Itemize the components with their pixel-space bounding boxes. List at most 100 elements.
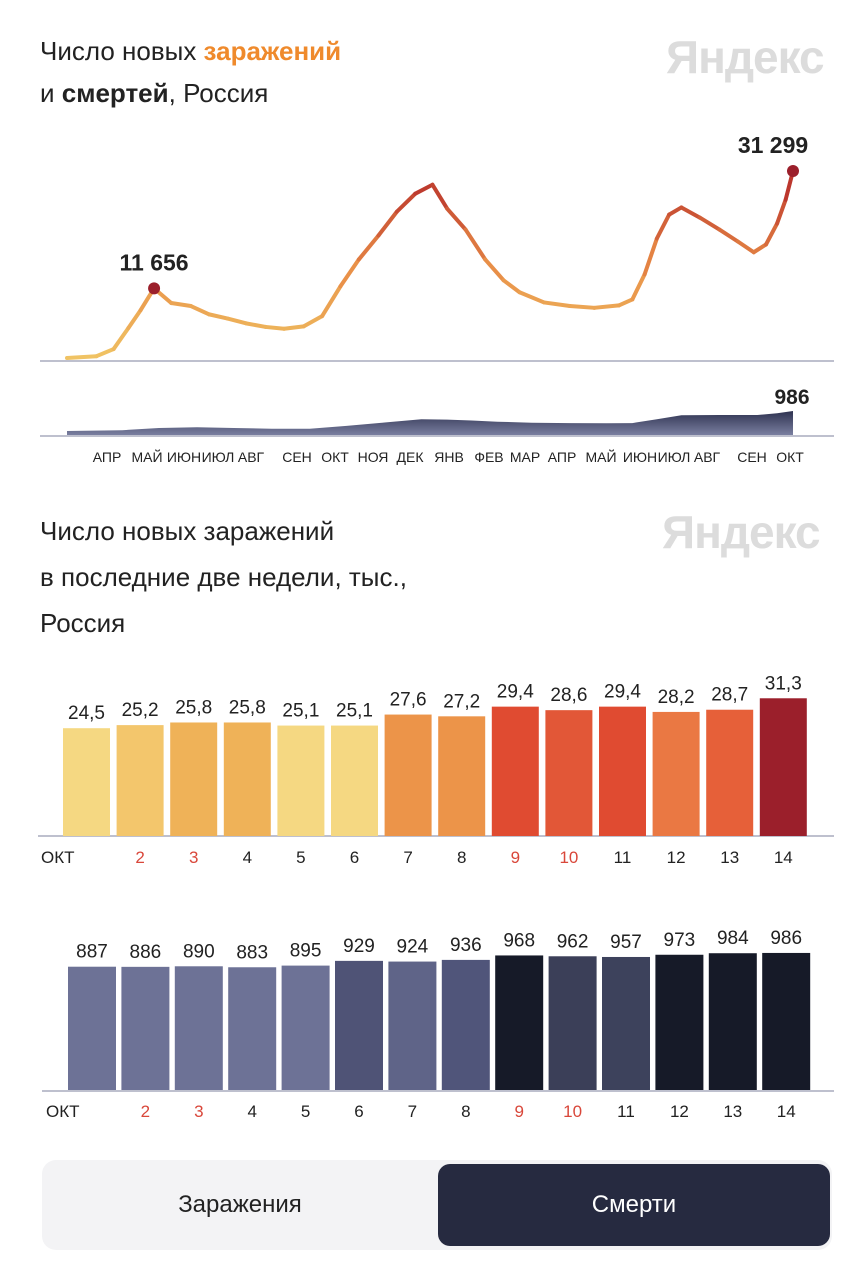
peak-marker — [787, 165, 799, 177]
bar — [170, 722, 218, 836]
bar-category-label: 9 — [514, 1102, 523, 1121]
bar-value-label: 25,1 — [282, 701, 319, 722]
bar-value-label: 27,2 — [443, 691, 480, 712]
bar-value-label: 25,8 — [175, 697, 212, 718]
infections-line-segment — [244, 321, 268, 329]
bars-chart-title: Число новых заражений в последние две не… — [40, 508, 407, 646]
infections-line-segment — [338, 257, 361, 289]
title-line: в последние две недели, тыс., — [40, 562, 407, 592]
bar-value-label: 886 — [130, 942, 162, 963]
bar-category-label: 6 — [354, 1102, 363, 1121]
infections-line-segment — [65, 354, 99, 360]
x-tick-label: АВГ — [238, 449, 265, 465]
title-text: , Россия — [168, 78, 269, 108]
bar-value-label: 28,6 — [550, 685, 587, 706]
infections-line-segment — [642, 236, 659, 277]
bar-value-label: 957 — [610, 932, 642, 953]
infections-line-segment — [592, 303, 621, 310]
deaths-area — [67, 411, 793, 435]
bar — [384, 714, 432, 836]
peak-label: 11 656 — [120, 249, 189, 275]
infections-line-segment — [111, 326, 131, 352]
x-tick-label: МАЙ — [585, 448, 616, 465]
infections-line-segment — [775, 197, 788, 226]
bar — [602, 956, 650, 1090]
bar — [495, 955, 544, 1090]
bar-category-label: 6 — [350, 848, 359, 867]
toggle-deaths-button[interactable]: Смерти — [438, 1164, 830, 1246]
title-text: и — [40, 78, 62, 108]
bar-value-label: 27,6 — [390, 690, 427, 711]
bar — [599, 706, 646, 836]
bar — [63, 728, 110, 836]
bar-category-label: 4 — [243, 848, 252, 867]
bar-category-label: 10 — [563, 1102, 582, 1121]
bar-value-label: 24,5 — [68, 703, 105, 724]
infections-line-segment — [282, 324, 306, 331]
bar-category-label: 13 — [720, 848, 739, 867]
bar-value-label: 28,2 — [658, 687, 695, 708]
peak-marker — [148, 282, 161, 295]
yandex-watermark: Яндекс — [662, 506, 821, 558]
bar — [68, 966, 116, 1090]
bar-category-label: 4 — [247, 1102, 256, 1121]
infections-line-segment — [616, 297, 635, 308]
bar-category-label: ОКТ — [41, 848, 75, 867]
infections-line-segment — [764, 221, 780, 247]
infections-line-segment — [567, 304, 597, 310]
bar — [491, 706, 539, 836]
infections-line-segment — [394, 191, 418, 214]
bar-category-label: 7 — [403, 848, 412, 867]
bar-category-label: 11 — [617, 1102, 635, 1121]
x-tick-label: МАЙ — [131, 448, 162, 465]
x-tick-label: СЕН — [282, 449, 312, 465]
bar — [706, 709, 754, 836]
bar-value-label: 895 — [290, 941, 322, 962]
bar — [223, 722, 271, 836]
deaths-latest-label: 986 — [774, 386, 809, 409]
infections-line-segment — [517, 290, 547, 305]
infections-line-segment — [301, 314, 325, 329]
bar-category-label: 5 — [301, 1102, 310, 1121]
bar-value-label: 962 — [557, 931, 589, 952]
toggle-infections-button[interactable]: Заражения — [178, 1191, 302, 1218]
bar — [335, 960, 383, 1090]
bar — [441, 959, 490, 1090]
bar-category-label: 8 — [461, 1102, 470, 1121]
bar — [388, 961, 437, 1090]
x-tick-label: ИЮН — [167, 449, 201, 465]
bar-value-label: 29,4 — [604, 682, 641, 703]
bar — [174, 966, 223, 1090]
bar — [281, 965, 330, 1090]
bar-category-label: 14 — [777, 1102, 796, 1121]
x-tick-label: ИЮЛ — [202, 449, 235, 465]
x-tick-label: АВГ — [694, 449, 721, 465]
bar — [548, 956, 597, 1090]
bar — [759, 698, 807, 836]
bar-value-label: 929 — [343, 936, 375, 957]
bar-value-label: 25,2 — [122, 700, 159, 721]
top-chart-title: Число новых заражений и смертей, Россия — [40, 30, 341, 114]
bar-category-label: 12 — [670, 1102, 689, 1121]
infections-line-segment — [735, 239, 756, 255]
infections-line-segment — [667, 205, 684, 217]
bar — [708, 953, 757, 1090]
infections-line-segment — [413, 182, 435, 196]
infections-line-segment — [169, 301, 193, 309]
bar-category-label: 11 — [614, 848, 632, 867]
bar-category-label: 3 — [194, 1102, 203, 1121]
bar — [116, 725, 164, 836]
infections-line-segment — [654, 212, 672, 241]
bar-category-label: 8 — [457, 848, 466, 867]
x-tick-label: ИЮЛ — [658, 449, 691, 465]
infections-line-segment — [126, 308, 143, 331]
bar-value-label: 887 — [76, 942, 108, 963]
bar-category-label: 7 — [408, 1102, 417, 1121]
infections-line-segment — [320, 284, 343, 319]
two-week-bars-chart: 24,5 ОКТ 25,2 2 25,8 3 25,8 4 25,1 5 25,1 6 27,6 7 27,… — [38, 673, 834, 1121]
bar-value-label: 28,7 — [711, 685, 748, 706]
bar-value-label: 29,4 — [497, 682, 534, 703]
infections-line-segment — [207, 312, 230, 321]
bar-value-label: 883 — [236, 942, 268, 963]
